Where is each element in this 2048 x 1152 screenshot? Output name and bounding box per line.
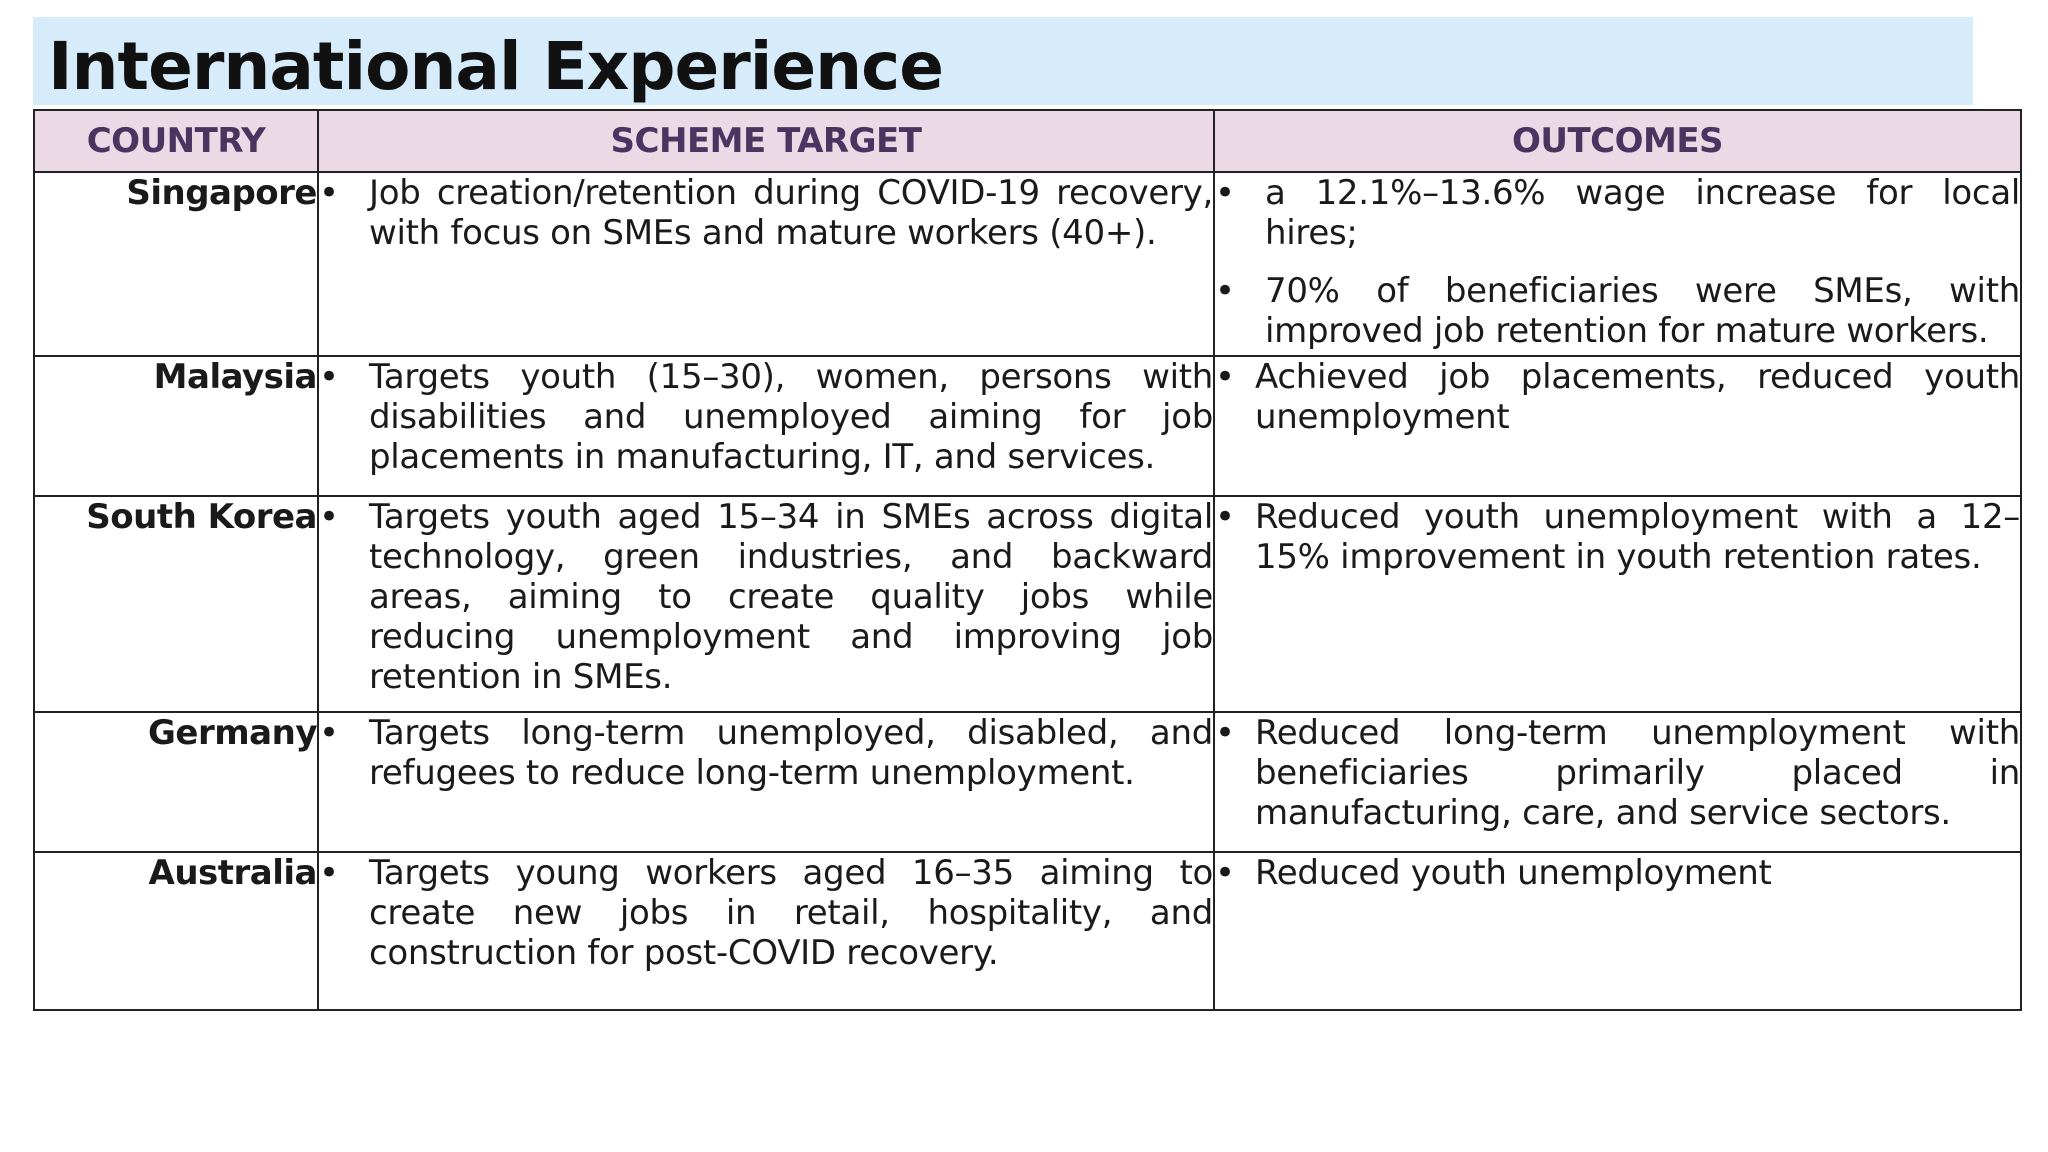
header-scheme-target: SCHEME TARGET	[317, 109, 1215, 173]
outcomes-cell: a 12.1%–13.6% wage increase for local hi…	[1213, 171, 2022, 357]
list-item: Targets young workers aged 16–35 aiming …	[319, 853, 1213, 973]
table-row: Australia Targets young workers aged 16–…	[33, 851, 2022, 1011]
outcomes-list: Reduced youth unemployment with a 12–15%…	[1215, 497, 2020, 577]
international-experience-table: COUNTRY SCHEME TARGET OUTCOMES Singapore…	[33, 109, 2022, 1011]
header-outcomes: OUTCOMES	[1213, 109, 2022, 173]
table-row: Malaysia Targets youth (15–30), women, p…	[33, 355, 2022, 497]
page-title: International Experience	[48, 28, 944, 105]
scheme-target-list: Job creation/retention during COVID-19 r…	[319, 173, 1213, 253]
outcomes-cell: Reduced long-term unemployment with bene…	[1213, 711, 2022, 853]
outcomes-cell: Achieved job placements, reduced youth u…	[1213, 355, 2022, 497]
scheme-target-list: Targets young workers aged 16–35 aiming …	[319, 853, 1213, 973]
scheme-target-cell: Targets long-term unemployed, disabled, …	[317, 711, 1215, 853]
country-cell: South Korea	[33, 495, 319, 713]
title-band	[33, 17, 1973, 105]
scheme-target-cell: Job creation/retention during COVID-19 r…	[317, 171, 1215, 357]
country-cell: Australia	[33, 851, 319, 1011]
list-item: Targets youth (15–30), women, persons wi…	[319, 357, 1213, 477]
list-item: Targets youth aged 15–34 in SMEs across …	[319, 497, 1213, 697]
list-item: Reduced youth unemployment	[1215, 853, 2020, 893]
list-item: a 12.1%–13.6% wage increase for local hi…	[1215, 173, 2020, 253]
table-row: Germany Targets long-term unemployed, di…	[33, 711, 2022, 853]
list-item: Reduced long-term unemployment with bene…	[1215, 713, 2020, 833]
outcomes-list: Reduced youth unemployment	[1215, 853, 2020, 893]
table-row: South Korea Targets youth aged 15–34 in …	[33, 495, 2022, 713]
country-cell: Germany	[33, 711, 319, 853]
table-row: Singapore Job creation/retention during …	[33, 171, 2022, 357]
scheme-target-list: Targets long-term unemployed, disabled, …	[319, 713, 1213, 793]
outcomes-cell: Reduced youth unemployment with a 12–15%…	[1213, 495, 2022, 713]
scheme-target-list: Targets youth (15–30), women, persons wi…	[319, 357, 1213, 477]
header-country: COUNTRY	[33, 109, 319, 173]
outcomes-list: Achieved job placements, reduced youth u…	[1215, 357, 2020, 437]
country-cell: Malaysia	[33, 355, 319, 497]
list-item: Targets long-term unemployed, disabled, …	[319, 713, 1213, 793]
outcomes-list: a 12.1%–13.6% wage increase for local hi…	[1215, 173, 2020, 351]
list-item: Reduced youth unemployment with a 12–15%…	[1215, 497, 2020, 577]
scheme-target-cell: Targets young workers aged 16–35 aiming …	[317, 851, 1215, 1011]
outcomes-list: Reduced long-term unemployment with bene…	[1215, 713, 2020, 833]
list-item: Achieved job placements, reduced youth u…	[1215, 357, 2020, 437]
country-cell: Singapore	[33, 171, 319, 357]
outcomes-cell: Reduced youth unemployment	[1213, 851, 2022, 1011]
scheme-target-cell: Targets youth aged 15–34 in SMEs across …	[317, 495, 1215, 713]
list-item: Job creation/retention during COVID-19 r…	[319, 173, 1213, 253]
table-header-row: COUNTRY SCHEME TARGET OUTCOMES	[33, 109, 2022, 173]
list-item: 70% of beneficiaries were SMEs, with imp…	[1215, 271, 2020, 351]
scheme-target-cell: Targets youth (15–30), women, persons wi…	[317, 355, 1215, 497]
scheme-target-list: Targets youth aged 15–34 in SMEs across …	[319, 497, 1213, 697]
